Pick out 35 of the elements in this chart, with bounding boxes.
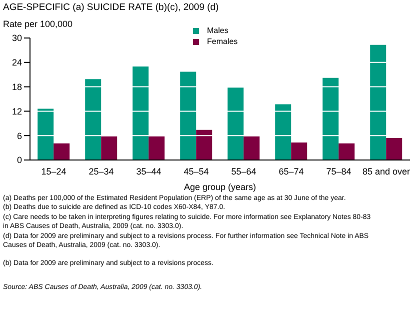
x-tick-label: 25–34 <box>88 166 114 176</box>
bar <box>196 130 212 160</box>
legend-label: Males <box>207 25 228 36</box>
bar <box>38 108 54 160</box>
bar <box>132 66 149 160</box>
bar <box>101 136 118 160</box>
bar <box>338 143 355 160</box>
y-tick-label: 18 <box>12 82 22 92</box>
bar <box>291 142 308 160</box>
x-tick-label: 75–84 <box>326 166 352 176</box>
x-tick-label: 85 and over <box>362 166 410 176</box>
bar <box>148 136 165 160</box>
x-tick-label: 55–64 <box>231 166 256 176</box>
bar <box>85 79 102 160</box>
x-tick-label: 65–74 <box>278 166 304 176</box>
bar <box>386 138 402 160</box>
legend-label: Females <box>207 36 238 47</box>
y-tick-label: 12 <box>12 106 22 116</box>
x-tick-label: 45–54 <box>184 166 209 176</box>
y-tick-label: 24 <box>12 58 22 68</box>
y-axis-title: Rate per 100,000 <box>3 19 73 29</box>
x-tick-label: 15–24 <box>41 166 66 176</box>
bar <box>370 44 386 160</box>
chart-title: AGE-SPECIFIC (a) SUICIDE RATE (b)(c), 2009 (d) <box>3 2 219 13</box>
y-tick-label: 6 <box>16 130 22 141</box>
y-tick-label: 0 <box>16 155 22 166</box>
bar <box>275 104 292 160</box>
y-tick-label: 30 <box>12 33 22 44</box>
bar <box>228 88 244 160</box>
x-tick-label: 35–44 <box>136 166 162 176</box>
x-axis-title: Age group (years) <box>184 182 256 192</box>
bar <box>244 136 260 160</box>
bar <box>180 72 196 160</box>
bar <box>322 78 339 160</box>
bar <box>54 143 70 160</box>
